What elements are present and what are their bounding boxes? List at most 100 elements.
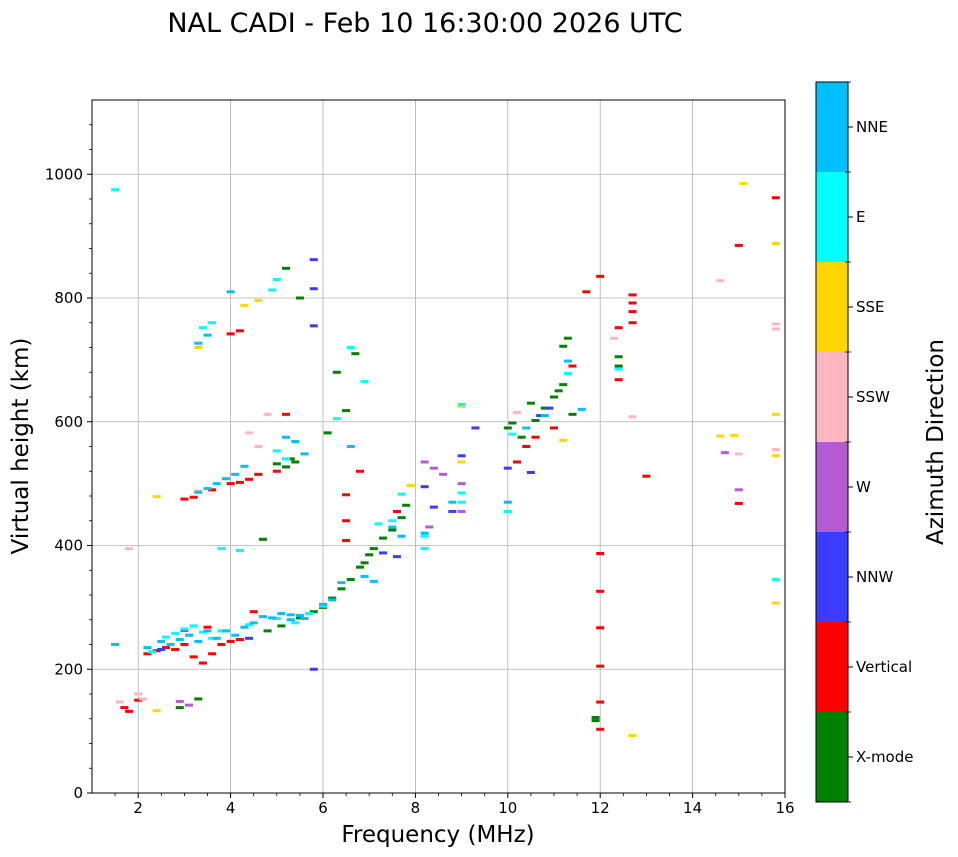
data-point <box>531 435 540 439</box>
data-point <box>157 639 166 643</box>
data-point <box>429 466 438 470</box>
data-point <box>771 578 780 582</box>
data-point <box>365 553 374 557</box>
colorbar-segment <box>816 442 848 532</box>
data-point <box>734 501 743 505</box>
data-point <box>355 469 364 473</box>
data-point <box>282 266 291 270</box>
data-point <box>180 497 189 501</box>
y-axis-label: Virtual height (km) <box>8 338 34 555</box>
data-point <box>194 341 203 345</box>
data-point <box>240 303 249 307</box>
data-point <box>305 612 314 616</box>
data-point <box>226 332 235 336</box>
data-point <box>771 601 780 605</box>
data-point <box>406 483 415 487</box>
data-point <box>235 480 244 484</box>
data-point <box>642 474 651 478</box>
data-point <box>716 279 725 283</box>
data-point <box>277 612 286 616</box>
data-point <box>198 326 207 330</box>
data-point <box>235 329 244 333</box>
data-point <box>355 565 364 569</box>
data-point <box>596 626 605 630</box>
data-point <box>300 452 309 456</box>
chart-title: NAL CADI - Feb 10 16:30:00 2026 UTC <box>167 8 682 39</box>
data-point <box>360 380 369 384</box>
data-point <box>369 579 378 583</box>
data-point <box>309 258 318 262</box>
colorbar-tick-label: SSW <box>856 388 890 406</box>
data-point <box>152 649 161 653</box>
data-point <box>221 477 230 481</box>
data-point <box>337 581 346 585</box>
data-point <box>180 643 189 646</box>
data-point <box>194 697 203 701</box>
data-point <box>439 472 448 476</box>
data-point <box>124 709 133 713</box>
data-point <box>309 287 318 291</box>
data-point <box>457 454 466 458</box>
data-point <box>771 322 780 326</box>
data-point <box>522 445 531 448</box>
data-point <box>628 301 637 305</box>
data-point <box>300 617 309 621</box>
data-point <box>513 410 522 414</box>
data-point <box>559 344 568 348</box>
data-point <box>282 412 291 416</box>
colorbar-tick-label: W <box>856 478 871 496</box>
data-point <box>342 493 351 497</box>
data-point <box>226 290 235 294</box>
colorbar-segment <box>816 262 848 352</box>
data-point <box>217 629 226 633</box>
data-point <box>295 616 304 620</box>
colorbar-tick-label: SSE <box>856 298 885 316</box>
data-point <box>286 613 295 617</box>
data-point <box>563 371 572 375</box>
data-point <box>568 364 577 368</box>
data-point <box>420 531 429 535</box>
data-point <box>328 598 337 602</box>
data-point <box>175 638 184 642</box>
data-point <box>734 243 743 247</box>
data-point <box>342 519 351 523</box>
data-point <box>161 635 170 639</box>
data-point <box>379 551 388 555</box>
colorbar-tick-label: NNE <box>856 118 888 136</box>
data-point <box>212 636 221 640</box>
data-point <box>526 401 535 405</box>
data-point <box>369 547 378 551</box>
data-point <box>568 412 577 416</box>
data-point <box>628 733 637 737</box>
data-point <box>448 509 457 513</box>
data-point <box>346 445 355 448</box>
data-point <box>550 426 558 430</box>
data-point <box>771 412 780 416</box>
data-point <box>457 491 466 495</box>
data-point <box>374 522 383 526</box>
data-point <box>143 652 152 656</box>
data-point <box>221 629 230 633</box>
data-point <box>245 477 254 481</box>
data-point <box>212 482 221 486</box>
plot-marks <box>111 182 780 737</box>
data-point <box>208 652 217 656</box>
data-point <box>217 547 226 551</box>
data-point <box>272 469 281 473</box>
data-point <box>328 596 337 600</box>
data-point <box>730 433 739 437</box>
data-point <box>134 692 143 696</box>
data-point <box>263 629 272 633</box>
data-point <box>254 445 263 448</box>
data-point <box>254 472 263 476</box>
x-tick-label: 2 <box>133 799 143 817</box>
data-point <box>282 435 291 439</box>
colorbar-tick-label: X-mode <box>856 748 913 766</box>
y-tick-label: 400 <box>54 537 83 555</box>
data-point <box>309 610 318 614</box>
plot-grid <box>92 100 785 793</box>
data-point <box>420 460 429 464</box>
data-point <box>596 664 605 668</box>
data-point <box>240 625 249 629</box>
